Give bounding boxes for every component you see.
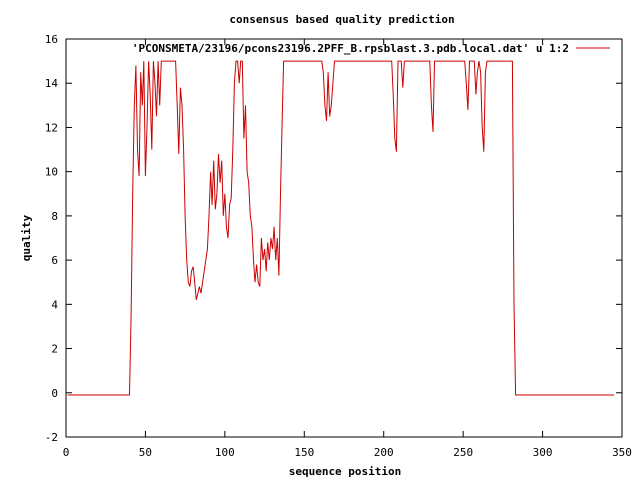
y-tick-label: 16 <box>45 33 58 46</box>
x-tick-label: 250 <box>453 446 473 459</box>
y-tick-label: 8 <box>51 210 58 223</box>
x-tick-label: 300 <box>533 446 553 459</box>
y-tick-label: 10 <box>45 166 58 179</box>
x-tick-label: 150 <box>294 446 314 459</box>
series-line <box>67 60 615 396</box>
x-axis-label: sequence position <box>289 465 402 478</box>
x-tick-label: 50 <box>139 446 152 459</box>
x-tick-label: 350 <box>612 446 632 459</box>
legend-label: 'PCONSMETA/23196/pcons23196.2PFF_B.rpsbl… <box>132 42 569 55</box>
y-tick-label: 2 <box>51 343 58 356</box>
plot-frame <box>65 38 623 438</box>
y-tick-label: 14 <box>45 77 59 90</box>
x-tick-label: 200 <box>374 446 394 459</box>
y-axis-label: quality <box>20 214 33 261</box>
x-tick-label: 100 <box>215 446 235 459</box>
y-tick-label: 12 <box>45 121 58 134</box>
chart-title: consensus based quality prediction <box>229 13 454 26</box>
y-tick-label: 0 <box>51 387 58 400</box>
axis-ticks <box>65 38 623 438</box>
y-tick-label: 4 <box>51 298 58 311</box>
x-tick-label: 0 <box>63 446 70 459</box>
tick-labels: 0 50 100 150 200 250 300 350 -2 0 2 4 6 8 10 12 14 16 <box>45 33 632 459</box>
y-tick-label: -2 <box>45 431 58 444</box>
y-tick-label: 6 <box>51 254 58 267</box>
